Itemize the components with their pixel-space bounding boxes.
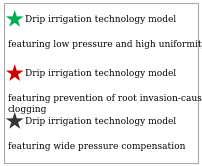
Text: Drip irrigation technology model: Drip irrigation technology model: [25, 117, 177, 126]
Text: featuring low pressure and high uniformity: featuring low pressure and high uniformi…: [8, 40, 202, 49]
Point: [13, 18, 16, 21]
Text: featuring wide pressure compensation: featuring wide pressure compensation: [8, 142, 185, 151]
Point: [13, 120, 16, 123]
Text: featuring prevention of root invasion-caused
clogging: featuring prevention of root invasion-ca…: [8, 94, 202, 114]
Text: Drip irrigation technology model: Drip irrigation technology model: [25, 15, 177, 24]
Text: Drip irrigation technology model: Drip irrigation technology model: [25, 69, 177, 78]
Point: [13, 72, 16, 75]
